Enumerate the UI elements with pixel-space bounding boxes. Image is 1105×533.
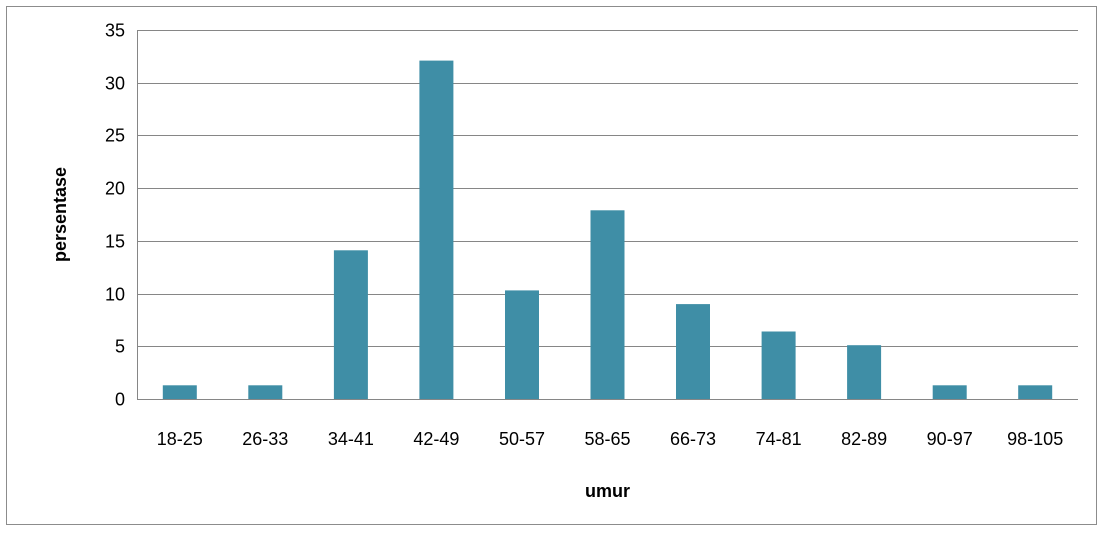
y-tick-label: 30 xyxy=(105,74,125,94)
y-tick-label: 35 xyxy=(105,21,125,41)
x-tick-label: 66-73 xyxy=(670,429,716,449)
x-tick-label: 34-41 xyxy=(328,429,374,449)
x-axis-title: umur xyxy=(585,481,630,501)
y-tick-label: 10 xyxy=(105,285,125,305)
x-tick-label: 50-57 xyxy=(499,429,545,449)
x-tick-label: 74-81 xyxy=(756,429,802,449)
y-tick-label: 5 xyxy=(115,337,125,357)
bar-98-105 xyxy=(1018,385,1053,399)
bar-34-41 xyxy=(333,250,368,399)
bar-66-73 xyxy=(676,304,710,399)
x-tick-label: 26-33 xyxy=(242,429,288,449)
gridlines xyxy=(137,30,1078,400)
bar-42-49 xyxy=(419,60,454,399)
x-tick-labels: 18-25 26-33 34-41 42-49 50-57 58-65 66-73 74-81… xyxy=(157,429,1063,449)
x-tick-label: 58-65 xyxy=(584,429,630,449)
y-tick-label: 15 xyxy=(105,232,125,252)
bar-90-97 xyxy=(932,385,967,399)
x-tick-label: 18-25 xyxy=(157,429,203,449)
bar-58-65 xyxy=(590,210,625,399)
y-tick-label: 20 xyxy=(105,179,125,199)
bar-26-33 xyxy=(248,385,283,399)
y-tick-labels: 0 5 10 15 20 25 30 35 xyxy=(105,21,125,410)
chart-frame xyxy=(6,6,1097,525)
x-tick-label: 98-105 xyxy=(1007,429,1063,449)
x-tick-label: 42-49 xyxy=(413,429,459,449)
y-tick-label: 25 xyxy=(105,126,125,146)
y-tick-label: 0 xyxy=(115,390,125,410)
bar-74-81 xyxy=(761,331,796,399)
x-tick-label: 82-89 xyxy=(841,429,887,449)
x-tick-label: 90-97 xyxy=(927,429,973,449)
bar-82-89 xyxy=(847,345,882,399)
y-axis-title: persentase xyxy=(50,167,70,262)
bars xyxy=(162,60,1053,399)
bar-50-57 xyxy=(505,290,539,399)
bar-18-25 xyxy=(162,385,197,399)
